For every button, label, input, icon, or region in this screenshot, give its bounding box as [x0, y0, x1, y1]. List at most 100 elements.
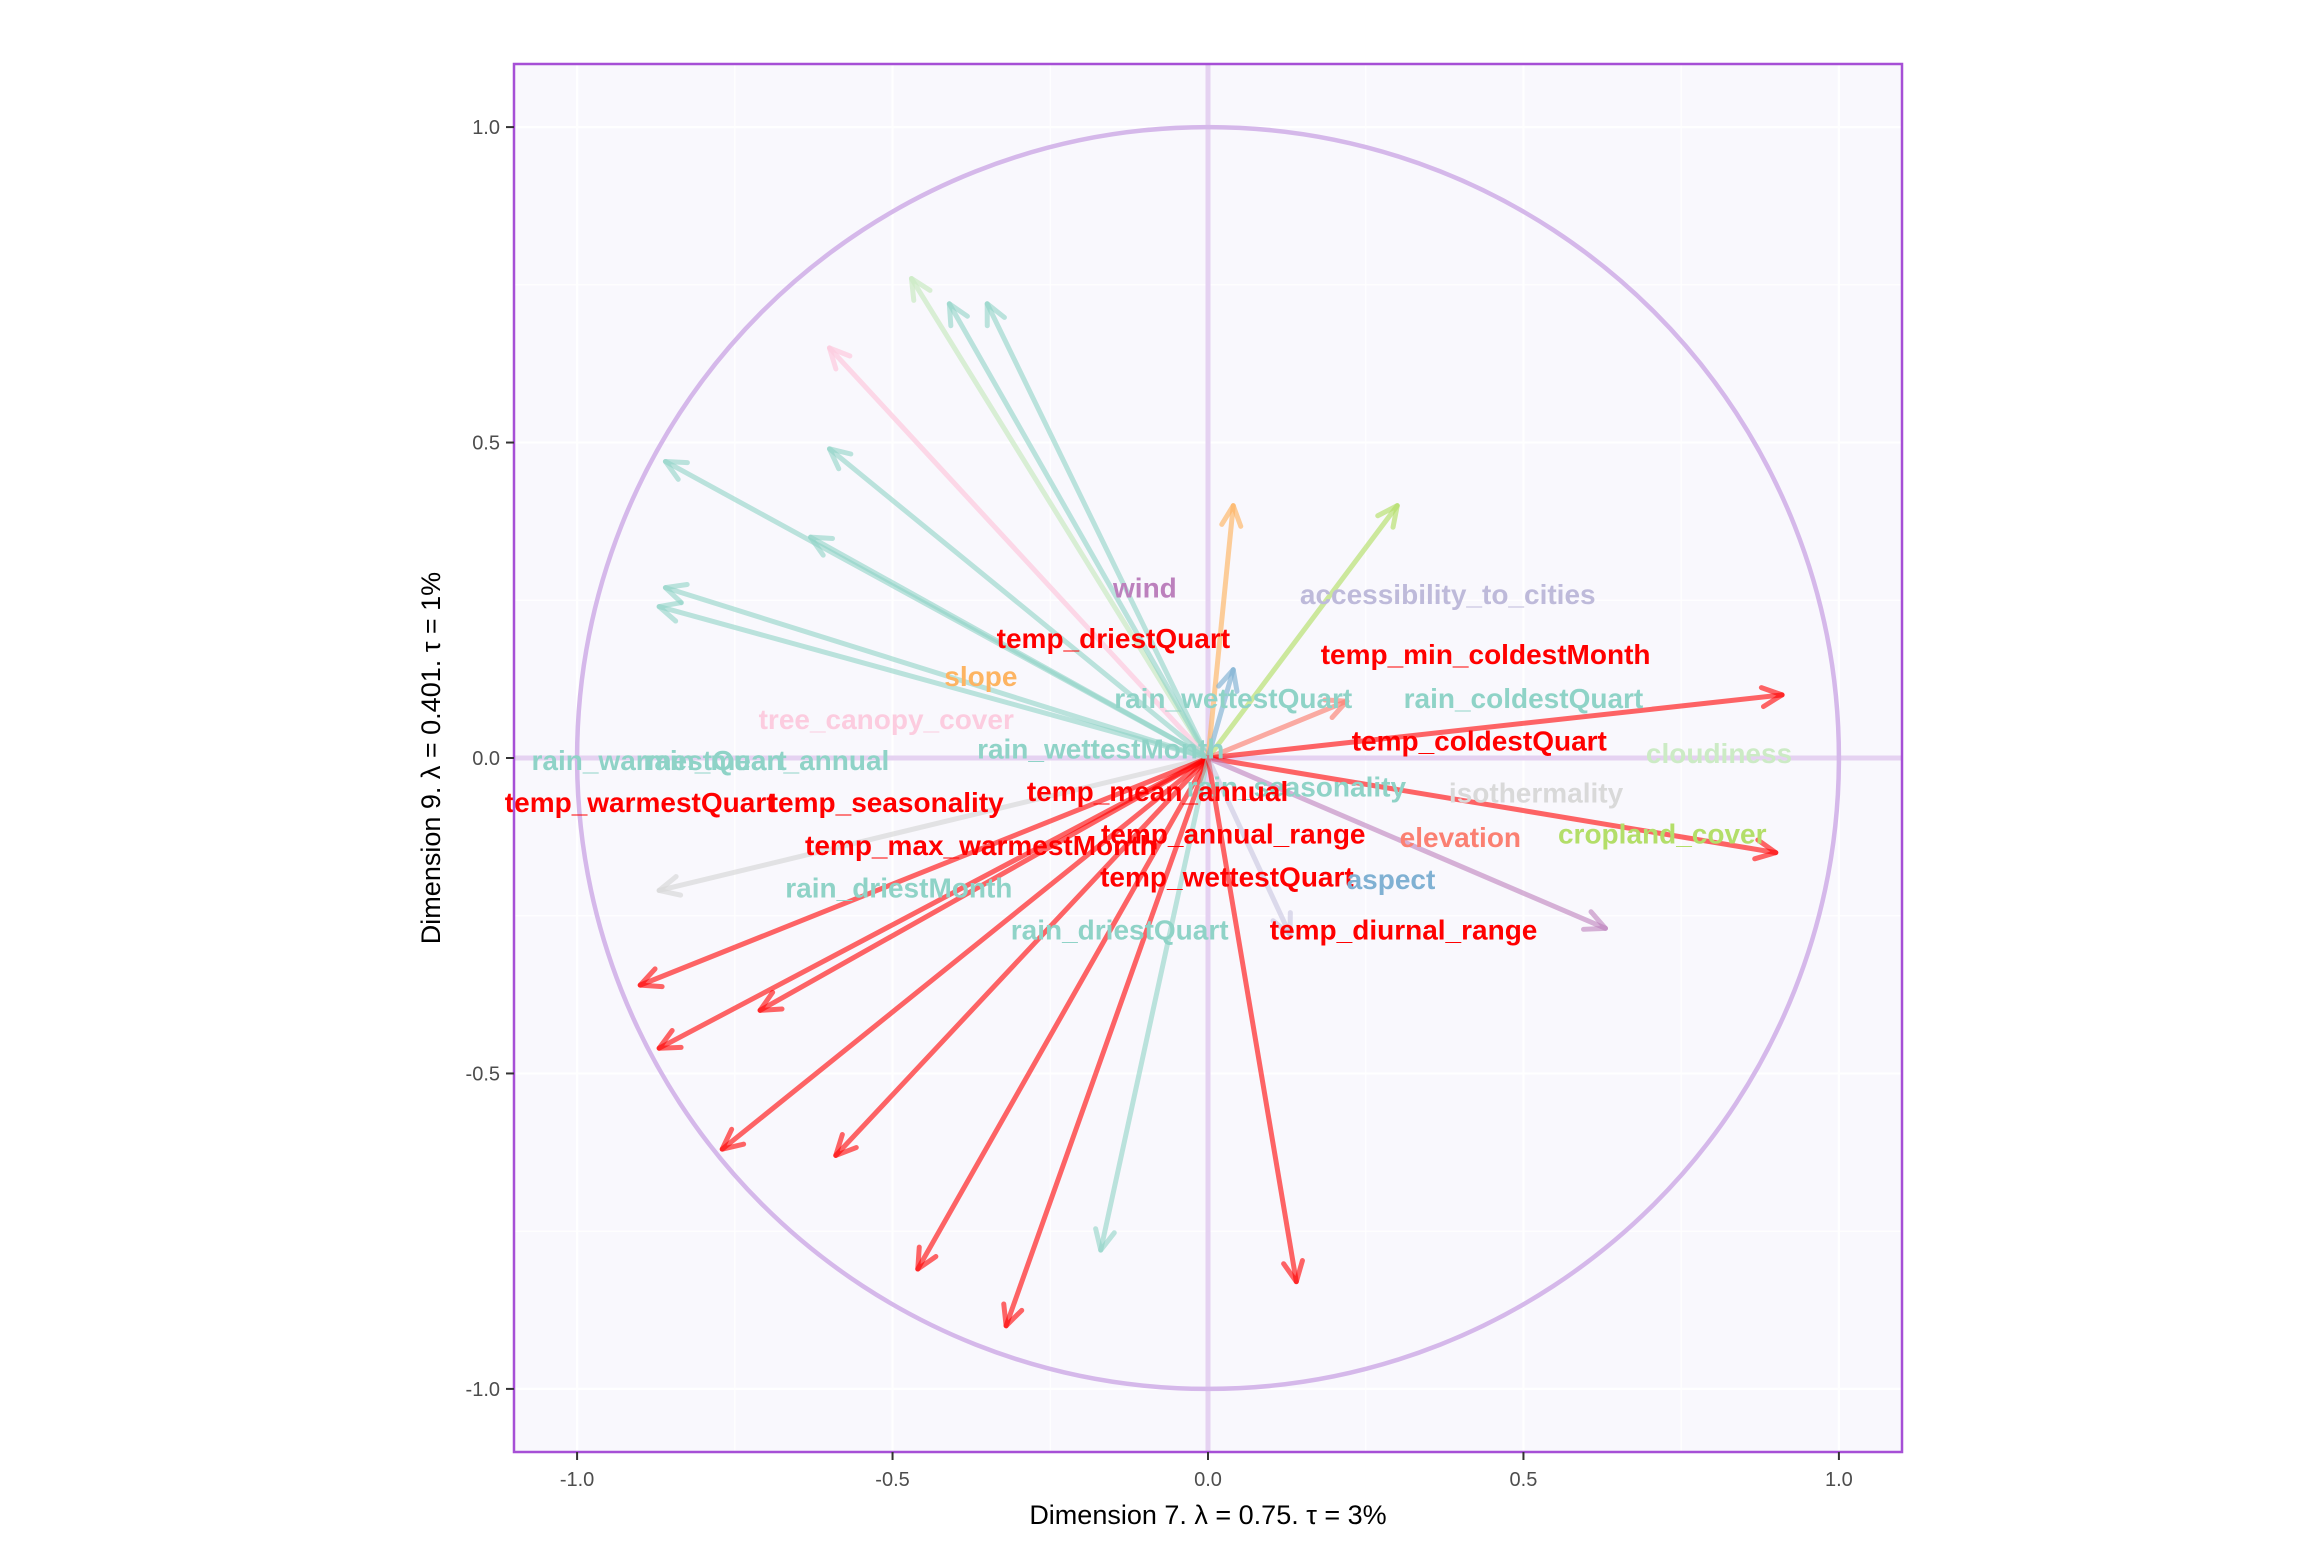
arrow-shaft [637, 755, 1211, 988]
x-tick-label: 0.0 [1194, 1469, 1222, 1491]
variable-arrow [637, 755, 1211, 990]
variable-arrow [1205, 503, 1244, 761]
arrow-shaft [833, 755, 1211, 1158]
unit-circle [574, 124, 1842, 1392]
y-tick-label: -0.5 [466, 1063, 500, 1085]
arrow-shaft [656, 755, 1211, 1051]
variable-arrow [808, 534, 1211, 761]
variable-arrows [637, 276, 1785, 1329]
variable-label: tree_canopy_cover [759, 704, 1014, 735]
variable-label: temp_coldestQuart [1352, 725, 1607, 756]
arrow-head [833, 1131, 859, 1158]
arrow-head [808, 534, 835, 558]
variable-arrow [656, 600, 1211, 761]
variable-label: isothermality [1449, 778, 1624, 809]
x-tick-label: 0.5 [1510, 1469, 1538, 1491]
variable-label: temp_driestQuart [997, 623, 1230, 654]
variable-arrow [984, 301, 1211, 761]
x-axis-title: Dimension 7. λ = 0.75. τ = 3% [1029, 1500, 1386, 1530]
arrow-head [662, 581, 690, 606]
y-tick-label: 1.0 [472, 117, 500, 139]
arrow-shaft [1205, 692, 1785, 761]
variable-label: rain_driestQuart [1011, 915, 1229, 946]
variable-arrow [915, 755, 1211, 1272]
variable-label: rain_coldestQuart [1404, 683, 1644, 714]
variable-label: elevation [1400, 822, 1521, 853]
arrow-head [908, 276, 933, 303]
arrow-shaft [808, 534, 1211, 761]
x-tick-label: -0.5 [875, 1469, 909, 1491]
variable-arrow [826, 446, 1211, 761]
variable-arrow [662, 581, 1211, 761]
variable-arrow [1205, 667, 1240, 761]
arrow-shaft [915, 755, 1211, 1272]
variable-label: temp_warmestQuart [505, 787, 776, 818]
arrow-shaft [1205, 755, 1608, 931]
variable-label: temp_mean_annual [1027, 776, 1288, 807]
variable-arrow [826, 345, 1211, 761]
variable-arrow [1205, 697, 1350, 761]
arrow-head [656, 874, 684, 898]
arrow-shaft [826, 446, 1211, 761]
y-axis-ticks: -1.0 -0.5 0.0 0.5 1.0 [466, 117, 514, 1401]
arrow-head [1758, 685, 1785, 710]
arrow-head [826, 345, 853, 372]
variable-labels: wind accessibility_to_cities temp_driestQu… [505, 573, 1792, 946]
arrow-shaft [1205, 755, 1293, 938]
arrow-shaft [908, 276, 1211, 761]
arrow-head [1001, 1301, 1025, 1329]
arrow-head [757, 989, 785, 1013]
variable-label: rain_wettestMonth [977, 734, 1224, 765]
variable-label: accessibility_to_cities [1300, 579, 1596, 610]
variable-label: wind [1112, 573, 1177, 604]
variable-label: rain_warmestQuart [531, 745, 786, 776]
arrow-head [1270, 910, 1293, 938]
arrow-head [1093, 1226, 1117, 1253]
x-axis-ticks: -1.0 -0.5 0.0 0.5 1.0 [560, 1452, 1853, 1491]
variable-label: cloudiness [1646, 738, 1792, 769]
variable-label: rain_driestMonth [785, 872, 1012, 903]
variable-arrow [1205, 685, 1785, 761]
arrow-shaft [1205, 755, 1779, 856]
arrow-shaft [656, 755, 1211, 893]
variable-label: temp_annual_range [1101, 819, 1366, 850]
variable-arrow [656, 755, 1211, 898]
variable-label: rain_wettestQuart [1114, 683, 1352, 714]
variable-arrow [1205, 755, 1608, 932]
arrow-head [826, 446, 854, 472]
arrow-head [915, 1244, 939, 1272]
variable-arrow [946, 301, 1211, 761]
arrow-head [1752, 837, 1779, 862]
variable-label: rain_mean_annual [643, 745, 889, 776]
arrow-head [1216, 667, 1240, 694]
arrow-shaft [662, 585, 1211, 761]
variable-label: rain_seasonality [1187, 771, 1407, 802]
variable-arrow [1093, 755, 1211, 1253]
arrow-head [656, 600, 684, 624]
variable-arrow [833, 755, 1211, 1158]
arrow-shaft [826, 345, 1211, 761]
variable-arrow [1205, 755, 1779, 862]
arrow-shaft [1098, 755, 1211, 1253]
variable-label: slope [944, 661, 1017, 692]
variable-arrow [908, 276, 1211, 761]
variable-label: temp_diurnal_range [1270, 915, 1538, 946]
variable-label: temp_max_warmestMonth [805, 830, 1157, 861]
y-tick-label: 0.0 [472, 748, 500, 770]
variable-label: cropland_cover [1558, 819, 1767, 850]
arrow-shaft [946, 301, 1211, 761]
arrow-head [1375, 503, 1400, 530]
arrow-shaft [719, 755, 1211, 1152]
arrow-shaft [1205, 755, 1299, 1285]
arrow-head [662, 458, 690, 482]
arrow-head [984, 301, 1007, 329]
arrow-head [1580, 909, 1608, 932]
y-tick-label: 0.5 [472, 433, 500, 455]
arrow-shaft [1205, 698, 1350, 761]
y-tick-label: -1.0 [466, 1379, 500, 1401]
arrow-shaft [1205, 503, 1400, 761]
arrow-shaft [984, 301, 1211, 761]
variable-arrow [1205, 755, 1293, 938]
